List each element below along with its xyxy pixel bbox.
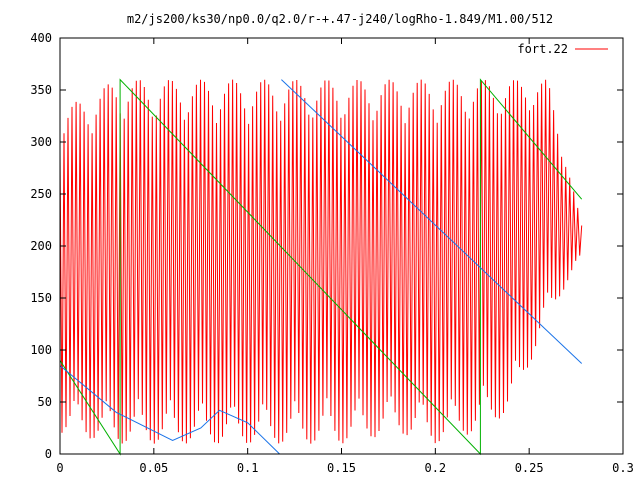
- legend: fort.22: [517, 42, 608, 56]
- x-tick-label: 0.3: [612, 461, 634, 475]
- y-tick-label: 300: [30, 135, 52, 149]
- x-tick-label: 0.25: [515, 461, 544, 475]
- series-blue-line-segment-2: [281, 79, 583, 364]
- y-tick-label: 250: [30, 187, 52, 201]
- x-tick-label: 0.05: [139, 461, 168, 475]
- x-tick-label: 0: [56, 461, 63, 475]
- legend-label: fort.22: [517, 42, 568, 56]
- y-tick-label: 350: [30, 83, 52, 97]
- series-layer: [59, 78, 583, 456]
- x-tick-label: 0.1: [237, 461, 259, 475]
- x-tick-label: 0.2: [424, 461, 446, 475]
- y-tick-label: 200: [30, 239, 52, 253]
- ticks-layer: 0 50 100 150 200 250 300 350 400 0 0.05 0.1 0.15 0.2 0…: [30, 31, 634, 475]
- series-green-line: [59, 78, 583, 456]
- y-tick-label: 100: [30, 343, 52, 357]
- y-tick-label: 150: [30, 291, 52, 305]
- y-tick-label: 0: [45, 447, 52, 461]
- y-tick-label: 400: [30, 31, 52, 45]
- x-tick-label: 0.15: [327, 461, 356, 475]
- series-fort22-line: [59, 79, 583, 444]
- y-tick-label: 50: [38, 395, 52, 409]
- chart-title: m2/js200/ks30/np0.0/q2.0/r-+.47-j240/log…: [127, 12, 553, 26]
- series-blue-line-segment-1: [59, 365, 280, 455]
